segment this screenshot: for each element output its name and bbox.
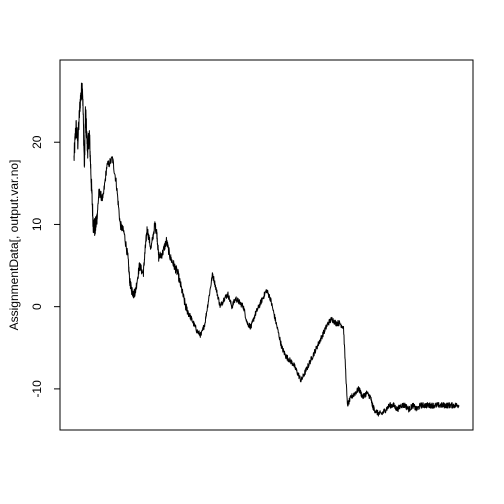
y-tick-label: -10 xyxy=(30,380,44,398)
series-line xyxy=(73,82,460,417)
series-layer xyxy=(73,82,460,417)
y-tick-label: 10 xyxy=(30,217,44,231)
y-axis-title: AssignmentData[, output.var.no] xyxy=(7,160,21,331)
y-tick-label: 20 xyxy=(30,135,44,149)
y-tick-label: 0 xyxy=(30,303,44,310)
y-axis: -10 0 10 20 xyxy=(30,60,61,430)
